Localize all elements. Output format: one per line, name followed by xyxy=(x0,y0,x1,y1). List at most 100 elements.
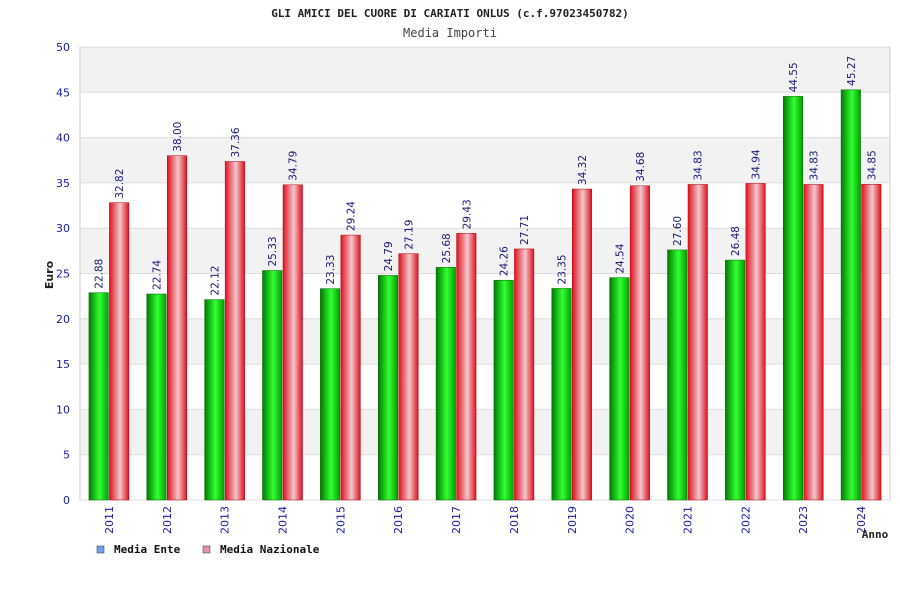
legend-label-nazionale: Media Nazionale xyxy=(220,543,320,556)
x-tick-label: 2017 xyxy=(450,506,463,534)
bar-value-label: 32.82 xyxy=(114,169,126,199)
bar-value-label: 29.24 xyxy=(346,201,358,231)
bar-media-nazionale xyxy=(745,183,766,501)
chart-subtitle: Media Importi xyxy=(403,26,497,40)
bar-media-ente xyxy=(88,292,109,501)
bar-media-nazionale xyxy=(572,188,593,501)
x-tick-label: 2019 xyxy=(566,506,579,534)
x-tick-label: 2020 xyxy=(624,506,637,534)
x-tick-label: 2021 xyxy=(682,506,695,534)
bar-value-label: 34.79 xyxy=(288,151,300,181)
y-tick-label: 45 xyxy=(56,86,70,99)
bar-value-label: 22.88 xyxy=(94,259,106,289)
bar-value-label: 34.32 xyxy=(577,155,589,185)
bar-value-label: 25.68 xyxy=(441,233,453,263)
bar-media-ente xyxy=(551,288,572,501)
plot-band xyxy=(80,137,890,183)
y-tick-label: 10 xyxy=(56,403,70,416)
bar-value-label: 23.35 xyxy=(557,254,569,284)
bar-media-nazionale xyxy=(398,253,419,501)
bar-value-label: 22.74 xyxy=(152,260,164,290)
bar-media-nazionale xyxy=(861,184,882,501)
legend-swatch-ente xyxy=(96,545,105,554)
plot-band xyxy=(80,454,890,500)
bar-media-ente xyxy=(782,96,803,501)
bar-value-label: 34.94 xyxy=(751,149,763,179)
y-axis-label: Euro xyxy=(43,260,56,289)
plot-band xyxy=(80,182,890,229)
bar-media-ente xyxy=(667,249,688,501)
bar-media-nazionale xyxy=(282,184,303,501)
bar-media-nazionale xyxy=(514,248,535,501)
plot-band xyxy=(80,409,890,455)
value-labels: 22.88 32.82 22.74 38.00 22.12 37.36 25.33 34.79… xyxy=(94,56,879,296)
bar-media-nazionale xyxy=(109,202,130,501)
x-axis-ticks: 2011 2012 2013 2014 2015 2016 2017 2018 2019 2020… xyxy=(103,506,868,534)
bar-media-nazionale xyxy=(687,184,708,501)
plot-band xyxy=(80,92,890,138)
x-axis-label: Anno xyxy=(862,528,889,541)
bar-media-ente xyxy=(204,299,225,501)
x-tick-label: 2022 xyxy=(739,506,752,534)
bar-media-nazionale xyxy=(629,185,650,501)
bar-media-ente xyxy=(493,279,514,501)
bar-media-ente xyxy=(840,89,861,501)
bar-media-ente xyxy=(146,293,167,501)
bar-value-label: 22.12 xyxy=(209,266,221,296)
bar-value-label: 34.83 xyxy=(808,150,820,180)
bar-media-ente xyxy=(435,267,456,501)
bar-value-label: 24.26 xyxy=(499,246,511,276)
bar-media-ente xyxy=(609,277,630,501)
bar-value-label: 26.48 xyxy=(730,226,742,256)
bar-value-label: 45.27 xyxy=(846,56,858,86)
plot-band xyxy=(80,47,890,93)
x-tick-label: 2018 xyxy=(508,506,521,534)
chart-title: GLI AMICI DEL CUORE DI CARIATI ONLUS (c.… xyxy=(271,7,629,20)
x-tick-label: 2014 xyxy=(277,506,290,534)
bar-media-nazionale xyxy=(167,155,188,501)
x-tick-label: 2024 xyxy=(855,506,868,534)
legend: Media Ente Media Nazionale xyxy=(96,543,320,556)
y-tick-label: 0 xyxy=(63,494,70,507)
x-tick-label: 2015 xyxy=(334,506,347,534)
bar-value-label: 24.54 xyxy=(614,243,626,273)
bar-value-label: 37.36 xyxy=(230,127,242,157)
bar-value-label: 23.33 xyxy=(325,255,337,285)
bar-value-label: 44.55 xyxy=(788,62,800,92)
bar-value-label: 34.68 xyxy=(635,152,647,182)
y-tick-label: 30 xyxy=(56,222,70,235)
bar-media-ente xyxy=(377,275,398,501)
bar-media-nazionale xyxy=(224,161,245,501)
bar-value-label: 25.33 xyxy=(267,236,279,266)
x-tick-label: 2016 xyxy=(392,506,405,534)
bar-value-label: 29.43 xyxy=(461,199,473,229)
bar-media-nazionale xyxy=(340,234,361,501)
plot-band xyxy=(80,228,890,274)
x-tick-label: 2011 xyxy=(103,506,116,534)
y-axis-ticks: 0 5 10 15 20 25 30 35 40 45 50 xyxy=(56,41,70,507)
bar-media-ente xyxy=(320,288,341,501)
bar-media-nazionale xyxy=(456,233,477,501)
y-tick-label: 5 xyxy=(63,449,70,462)
plot-band xyxy=(80,364,890,410)
legend-label-ente: Media Ente xyxy=(114,543,181,556)
bar-value-label: 38.00 xyxy=(172,122,184,152)
y-tick-label: 15 xyxy=(56,358,70,371)
x-tick-label: 2012 xyxy=(161,506,174,534)
bar-value-label: 34.85 xyxy=(866,150,878,180)
x-tick-label: 2013 xyxy=(219,506,232,534)
y-tick-label: 20 xyxy=(56,313,70,326)
y-tick-label: 35 xyxy=(56,177,70,190)
y-tick-label: 50 xyxy=(56,41,70,54)
legend-swatch-nazionale xyxy=(202,545,211,554)
bar-value-label: 27.19 xyxy=(403,220,415,250)
bar-value-label: 27.71 xyxy=(519,215,531,245)
bar-value-label: 34.83 xyxy=(693,150,705,180)
plot-band xyxy=(80,318,890,365)
bar-value-label: 27.60 xyxy=(672,216,684,246)
bar-media-ente xyxy=(725,259,746,501)
plot-band xyxy=(80,273,890,319)
y-tick-label: 25 xyxy=(56,268,70,281)
y-tick-label: 40 xyxy=(56,132,70,145)
